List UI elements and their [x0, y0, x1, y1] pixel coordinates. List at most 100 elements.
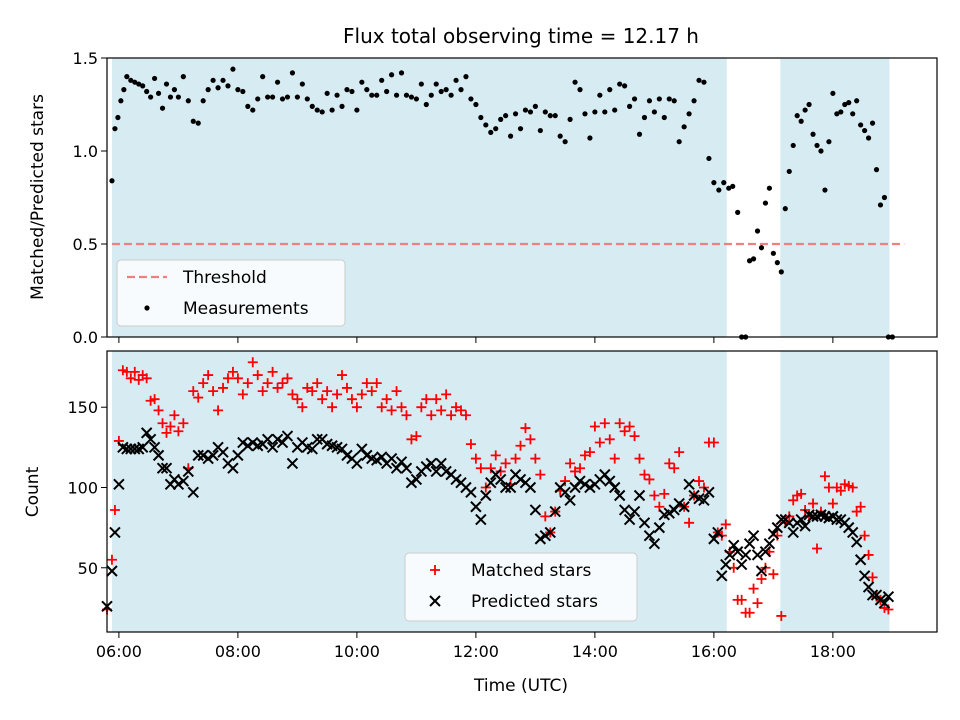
data-point	[361, 378, 372, 389]
data-point	[721, 180, 727, 186]
data-point	[609, 481, 621, 494]
data-point	[850, 111, 856, 117]
data-point	[460, 410, 471, 421]
data-point	[376, 402, 387, 413]
data-point	[579, 478, 591, 490]
data-point	[730, 183, 736, 189]
data-point	[218, 382, 229, 393]
data-point	[408, 94, 415, 100]
data-point	[465, 439, 476, 450]
data-point	[666, 96, 672, 102]
data-point	[159, 105, 166, 111]
data-point	[431, 394, 442, 405]
data-point	[207, 449, 219, 462]
data-point	[597, 92, 603, 98]
data-point	[109, 504, 120, 515]
data-point	[480, 489, 492, 502]
data-point	[656, 96, 662, 102]
x-axis-label: Time (UTC)	[473, 676, 568, 696]
legend-box	[404, 552, 638, 622]
data-point	[478, 114, 484, 121]
data-point	[544, 526, 556, 539]
data-point	[197, 449, 209, 462]
data-point	[559, 486, 571, 499]
data-point	[499, 481, 512, 494]
data-point	[210, 77, 216, 83]
data-point	[669, 463, 680, 474]
data-point	[542, 109, 548, 115]
data-point	[371, 454, 383, 466]
data-point	[862, 127, 868, 134]
data-point	[160, 462, 173, 474]
data-point	[589, 421, 600, 432]
data-point	[584, 481, 596, 494]
x-tick-label: 16:00	[691, 642, 737, 661]
data-point	[567, 116, 573, 122]
data-point	[180, 74, 186, 80]
data-point	[171, 87, 178, 93]
data-point	[157, 418, 168, 429]
data-point	[232, 449, 244, 462]
data-point	[782, 206, 788, 212]
data-point	[599, 418, 610, 429]
data-point	[361, 449, 373, 462]
data-point	[768, 569, 779, 580]
data-point	[562, 139, 568, 145]
data-point	[359, 79, 365, 85]
data-point	[614, 418, 625, 429]
data-point	[113, 478, 125, 490]
legend-label: Measurements	[183, 299, 309, 319]
data-point	[639, 469, 650, 480]
data-point	[185, 98, 191, 104]
data-point	[686, 111, 692, 117]
data-point	[495, 466, 506, 477]
data-point	[453, 77, 459, 83]
data-point	[790, 142, 796, 149]
data-point	[494, 473, 507, 486]
data-point	[703, 486, 715, 499]
data-point	[633, 489, 646, 502]
data-point	[830, 90, 836, 96]
data-point	[867, 572, 878, 583]
data-point	[247, 436, 259, 449]
data-point	[428, 92, 434, 98]
data-point	[423, 101, 429, 108]
data-point	[398, 70, 405, 76]
data-point	[354, 107, 360, 113]
data-point	[613, 489, 626, 502]
data-point	[530, 453, 541, 464]
data-point	[336, 443, 348, 455]
data-point	[401, 410, 412, 421]
data-point	[349, 88, 355, 95]
data-point	[341, 449, 353, 462]
data-point	[854, 98, 860, 104]
data-point	[153, 405, 164, 416]
data-point	[739, 549, 752, 561]
data-point	[232, 373, 243, 384]
data-point	[286, 457, 299, 470]
data-point	[144, 88, 150, 95]
data-point	[136, 81, 142, 87]
legend-swatch	[430, 565, 440, 575]
data-point	[129, 366, 140, 377]
data-point	[787, 526, 799, 539]
data-point	[763, 537, 776, 550]
data-point	[115, 114, 121, 121]
data-point	[112, 126, 118, 132]
data-point	[109, 526, 121, 539]
data-point	[818, 148, 824, 154]
data-point	[177, 475, 190, 487]
data-point	[405, 476, 418, 489]
data-point	[869, 120, 876, 126]
data-point	[500, 458, 511, 469]
data-point	[834, 111, 840, 117]
data-point	[594, 437, 605, 448]
legend: Matched stars Predicted stars	[404, 552, 638, 622]
data-point	[552, 113, 558, 119]
data-point	[762, 200, 769, 206]
data-point	[638, 517, 651, 529]
x-tick-label: 18:00	[810, 642, 856, 661]
data-point	[557, 133, 563, 139]
data-point	[272, 382, 283, 393]
